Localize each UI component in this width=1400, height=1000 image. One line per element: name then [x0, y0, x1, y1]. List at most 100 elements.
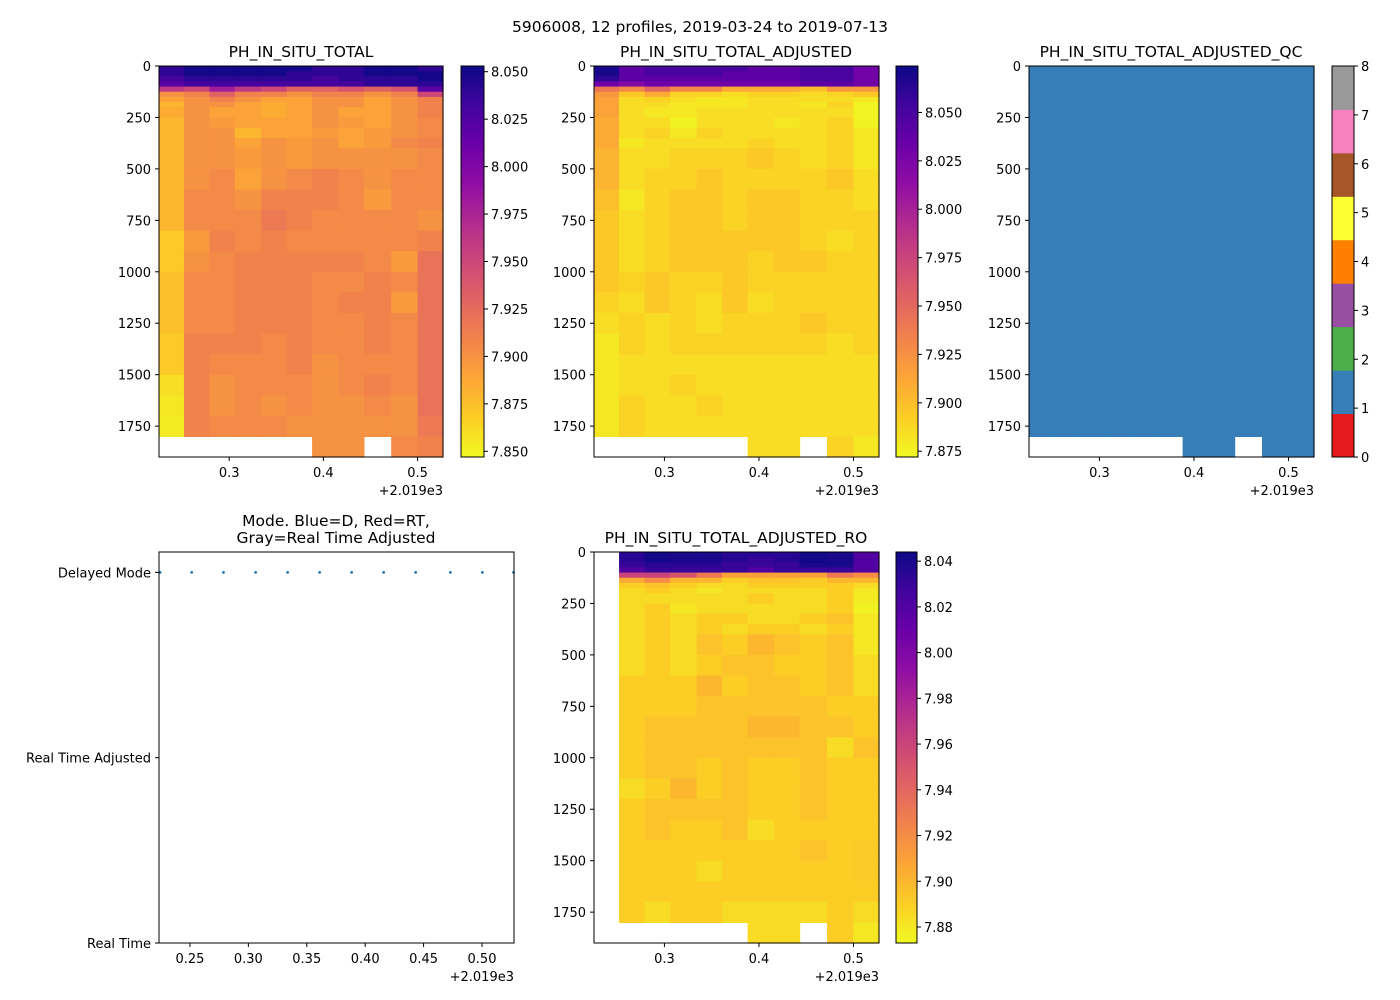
heatmap-cell	[1262, 117, 1290, 129]
heatmap-cell	[1157, 81, 1184, 88]
heatmap-cell	[670, 117, 698, 129]
heatmap-cell	[799, 91, 828, 98]
panel-title-mode-line1: Mode. Blue=D, Red=RT,	[242, 512, 430, 530]
heatmap-cell	[209, 76, 236, 83]
heatmap-cell	[644, 138, 671, 149]
heatmap-cell	[417, 354, 444, 376]
heatmap-cell	[619, 737, 646, 759]
heatmap-cell	[338, 148, 365, 170]
heatmap-cell	[619, 91, 646, 98]
heatmap-cell	[1054, 168, 1081, 191]
heatmap-cell	[670, 251, 698, 273]
heatmap-cell	[619, 66, 646, 72]
heatmap-cell	[827, 117, 855, 129]
heatmap-cell	[722, 81, 749, 88]
heatmap-cell	[1209, 271, 1236, 293]
heatmap-cell	[853, 66, 880, 72]
heatmap-cell	[747, 572, 775, 579]
heatmap-cell	[619, 271, 646, 293]
heatmap-cell	[234, 354, 262, 376]
data-point	[254, 570, 258, 574]
heatmap-cell	[391, 91, 419, 98]
heatmap-cell	[1262, 292, 1290, 314]
heatmap-cell	[696, 757, 723, 779]
heatmap-cell	[1182, 102, 1210, 108]
colorbar-gradient	[896, 552, 917, 943]
heatmap-cell	[391, 86, 419, 93]
heatmap-cell	[261, 127, 288, 139]
heatmap-cell	[234, 138, 262, 149]
heatmap-cell	[594, 76, 620, 83]
heatmap-cell	[799, 81, 828, 88]
heatmap-cell	[619, 557, 646, 563]
heatmap-cell	[827, 81, 855, 88]
heatmap-cell	[1157, 127, 1184, 139]
heatmap-cell	[696, 588, 723, 594]
heatmap-cell	[261, 251, 288, 273]
heatmap-cell	[644, 251, 671, 273]
heatmap-cell	[1234, 148, 1263, 170]
heatmap-mesh	[619, 552, 880, 944]
heatmap-cell	[594, 81, 620, 88]
heatmap-cell	[1182, 354, 1210, 376]
heatmap-cell	[670, 81, 698, 88]
heatmap-cell	[234, 333, 262, 355]
heatmap-cell	[1288, 117, 1315, 129]
heatmap-cell	[774, 901, 801, 924]
heatmap-cell	[799, 798, 828, 821]
heatmap-cell	[696, 395, 723, 417]
heatmap-cell	[827, 395, 855, 417]
heatmap-cell	[799, 567, 828, 574]
heatmap-cell	[417, 374, 444, 396]
heatmap-cell	[1105, 138, 1133, 149]
colorbar-tick-label: 7.900	[925, 397, 962, 412]
heatmap-cell	[696, 71, 723, 77]
heatmap-cell	[594, 91, 620, 98]
heatmap-cell	[363, 66, 392, 72]
heatmap-cell	[799, 737, 828, 759]
heatmap-cell	[619, 107, 646, 119]
heatmap-cell	[234, 81, 262, 88]
heatmap-cell	[619, 127, 646, 139]
heatmap-cell	[799, 675, 828, 697]
heatmap-cell	[1054, 374, 1081, 396]
heatmap-cell	[1079, 66, 1106, 72]
heatmap-cell	[696, 81, 723, 88]
heatmap-cell	[1131, 138, 1158, 149]
heatmap-cell	[644, 716, 671, 738]
x-tick-label: 0.35	[292, 952, 321, 967]
heatmap-cell	[644, 552, 671, 558]
heatmap-cell	[1105, 230, 1133, 252]
heatmap-cell	[747, 96, 775, 103]
heatmap-cell	[799, 86, 828, 93]
heatmap-cell	[286, 86, 313, 93]
heatmap-cell	[1029, 81, 1055, 88]
heatmap-cell	[722, 107, 749, 119]
heatmap-cell	[722, 860, 749, 882]
heatmap-cell	[1262, 189, 1290, 211]
x-tick-label: 0.5	[843, 466, 864, 481]
heatmap-cell	[363, 374, 392, 396]
heatmap-cell	[1288, 271, 1315, 293]
heatmap-cell	[747, 737, 775, 759]
heatmap-cell	[594, 117, 620, 129]
heatmap-cell	[1288, 66, 1315, 72]
heatmap-cell	[722, 333, 749, 355]
heatmap-cell	[827, 757, 855, 779]
heatmap-cell	[747, 230, 775, 252]
heatmap-cell	[286, 312, 313, 335]
heatmap-cell	[1029, 251, 1055, 273]
heatmap-cell	[696, 557, 723, 563]
heatmap-cell	[1288, 107, 1315, 119]
heatmap-cell	[619, 798, 646, 821]
heatmap-cell	[183, 292, 210, 314]
heatmap-cell	[722, 577, 749, 584]
heatmap-cell	[391, 138, 419, 149]
heatmap-cell	[1288, 138, 1315, 149]
heatmap-cell	[670, 819, 698, 841]
heatmap-cell	[159, 168, 185, 191]
heatmap-cell	[747, 117, 775, 129]
heatmap-cell	[1054, 71, 1081, 77]
panel-title-ph-adjusted: PH_IN_SITU_TOTAL_ADJUSTED	[620, 43, 852, 62]
heatmap-cell	[1262, 436, 1290, 458]
